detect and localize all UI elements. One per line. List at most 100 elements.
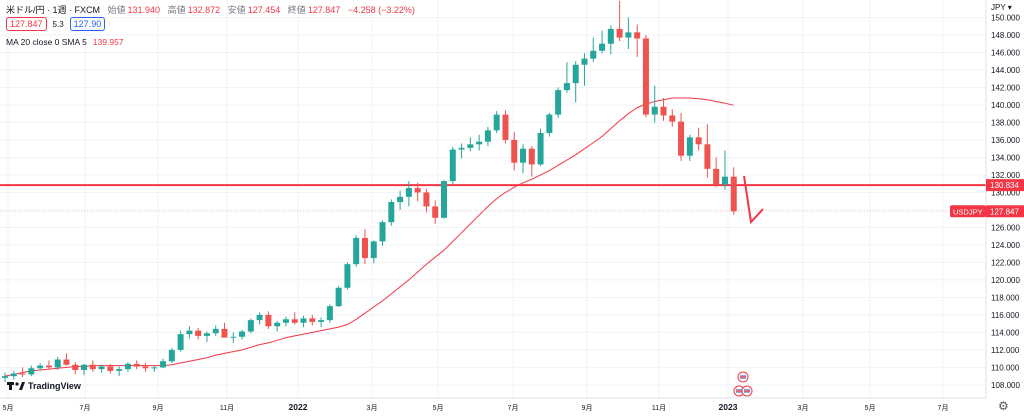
- candle: [177, 330, 184, 352]
- candle: [458, 143, 465, 159]
- candle-body: [511, 139, 518, 163]
- buy-price-button[interactable]: 127.90: [69, 17, 106, 31]
- candle: [476, 134, 483, 151]
- candle: [335, 286, 342, 308]
- time-tick-label: 5月: [3, 404, 14, 412]
- candle: [704, 124, 711, 178]
- candle: [239, 329, 246, 340]
- candle: [221, 322, 228, 338]
- candle-body: [221, 328, 228, 338]
- candle-body: [599, 43, 606, 51]
- candle: [10, 370, 17, 380]
- symbol-tag: [950, 205, 986, 218]
- candle: [344, 262, 351, 290]
- candle: [81, 363, 88, 376]
- candle: [625, 17, 632, 49]
- candle-body: [502, 114, 509, 140]
- candle: [678, 112, 685, 161]
- candle: [274, 321, 281, 332]
- candle-body: [625, 32, 632, 38]
- price-tick-label: 144.000: [991, 66, 1020, 75]
- low-label: 安値: [227, 5, 246, 15]
- candle: [730, 167, 737, 215]
- time-axis: 5月 7月 9月 11月 2022 3月 5月 7月 9月 11月 2023 3月 5月 7月: [0, 397, 986, 412]
- candle: [511, 132, 518, 171]
- candle: [414, 182, 421, 202]
- candle: [230, 332, 237, 343]
- candle: [63, 353, 70, 366]
- time-tick-label: 5月: [433, 404, 444, 412]
- price-tick-label: 122.000: [991, 258, 1020, 267]
- candle-body: [713, 168, 720, 185]
- candle-body: [81, 364, 88, 371]
- candle-body: [432, 206, 439, 218]
- candle-body: [695, 137, 702, 145]
- bid-ask-row: 127.847 5.3 127.90: [6, 17, 106, 31]
- time-tick-label: 3月: [367, 404, 378, 412]
- symbol-title[interactable]: 米ドル/円 · 1週 · FXCM: [6, 5, 100, 15]
- candle: [441, 180, 447, 219]
- time-tick-label: 7月: [938, 404, 949, 412]
- candle: [116, 366, 123, 377]
- candle-body: [660, 106, 667, 116]
- candle-body: [572, 64, 579, 84]
- price-tick-label: 108.000: [991, 381, 1020, 390]
- candle-body: [72, 364, 79, 371]
- candle: [634, 24, 641, 57]
- indicator-legend[interactable]: MA 20 close 0 SMA 5 139.957: [6, 37, 124, 47]
- candle-body: [651, 106, 658, 115]
- candle-body: [28, 368, 35, 375]
- candle-body: [634, 32, 641, 39]
- candle: [309, 314, 316, 326]
- candle-body: [361, 237, 368, 259]
- symbol-header: 米ドル/円 · 1週 · FXCM 始値 131.940 高値 132.872 安値…: [6, 3, 420, 16]
- spread-value: 5.3: [52, 19, 64, 29]
- candle-body: [528, 148, 535, 165]
- tradingview-logo: TradingView: [7, 381, 81, 391]
- candle-body: [89, 364, 96, 370]
- candle-body: [45, 365, 52, 368]
- candle-body: [19, 373, 26, 375]
- candle: [318, 317, 325, 328]
- candle: [291, 312, 298, 325]
- candle-body: [642, 38, 649, 115]
- candle: [432, 200, 439, 224]
- candle: [168, 348, 175, 364]
- candle-body: [282, 319, 289, 323]
- sell-price-button[interactable]: 127.847: [6, 17, 47, 31]
- candle: [590, 37, 597, 63]
- settings-icon[interactable]: ⚙: [998, 399, 1009, 413]
- candle: [484, 126, 491, 147]
- candle-body: [212, 328, 219, 334]
- time-tick-label: 11月: [220, 404, 234, 412]
- price-tick-label: 114.000: [991, 328, 1020, 337]
- candle: [45, 360, 52, 370]
- us-flag-event-icon: [737, 371, 749, 383]
- time-tick-label: 2022: [289, 402, 308, 412]
- candle-body: [537, 132, 544, 165]
- candle-body: [493, 114, 500, 131]
- candle-body: [546, 114, 553, 133]
- time-tick-label: 3月: [798, 404, 809, 412]
- grid: [0, 0, 986, 398]
- candle: [423, 188, 430, 213]
- candle: [124, 362, 131, 372]
- us-flag-event-icon: [741, 385, 753, 397]
- candle-body: [309, 318, 316, 322]
- time-tick-label: 11月: [652, 404, 666, 412]
- close-value: 127.847: [307, 5, 341, 15]
- candle-body: [405, 188, 412, 197]
- candles: [2, 0, 737, 383]
- candle: [616, 0, 623, 42]
- candle-body: [484, 130, 491, 142]
- candle: [528, 146, 535, 177]
- candle-body: [160, 361, 167, 368]
- price-tick-label: 112.000: [991, 346, 1020, 355]
- candle: [713, 157, 720, 188]
- price-tick-label: 150.000: [991, 13, 1020, 22]
- candle: [160, 358, 167, 369]
- candle: [388, 199, 395, 226]
- candle: [669, 109, 676, 127]
- indicator-label: MA 20 close 0 SMA 5: [6, 37, 87, 47]
